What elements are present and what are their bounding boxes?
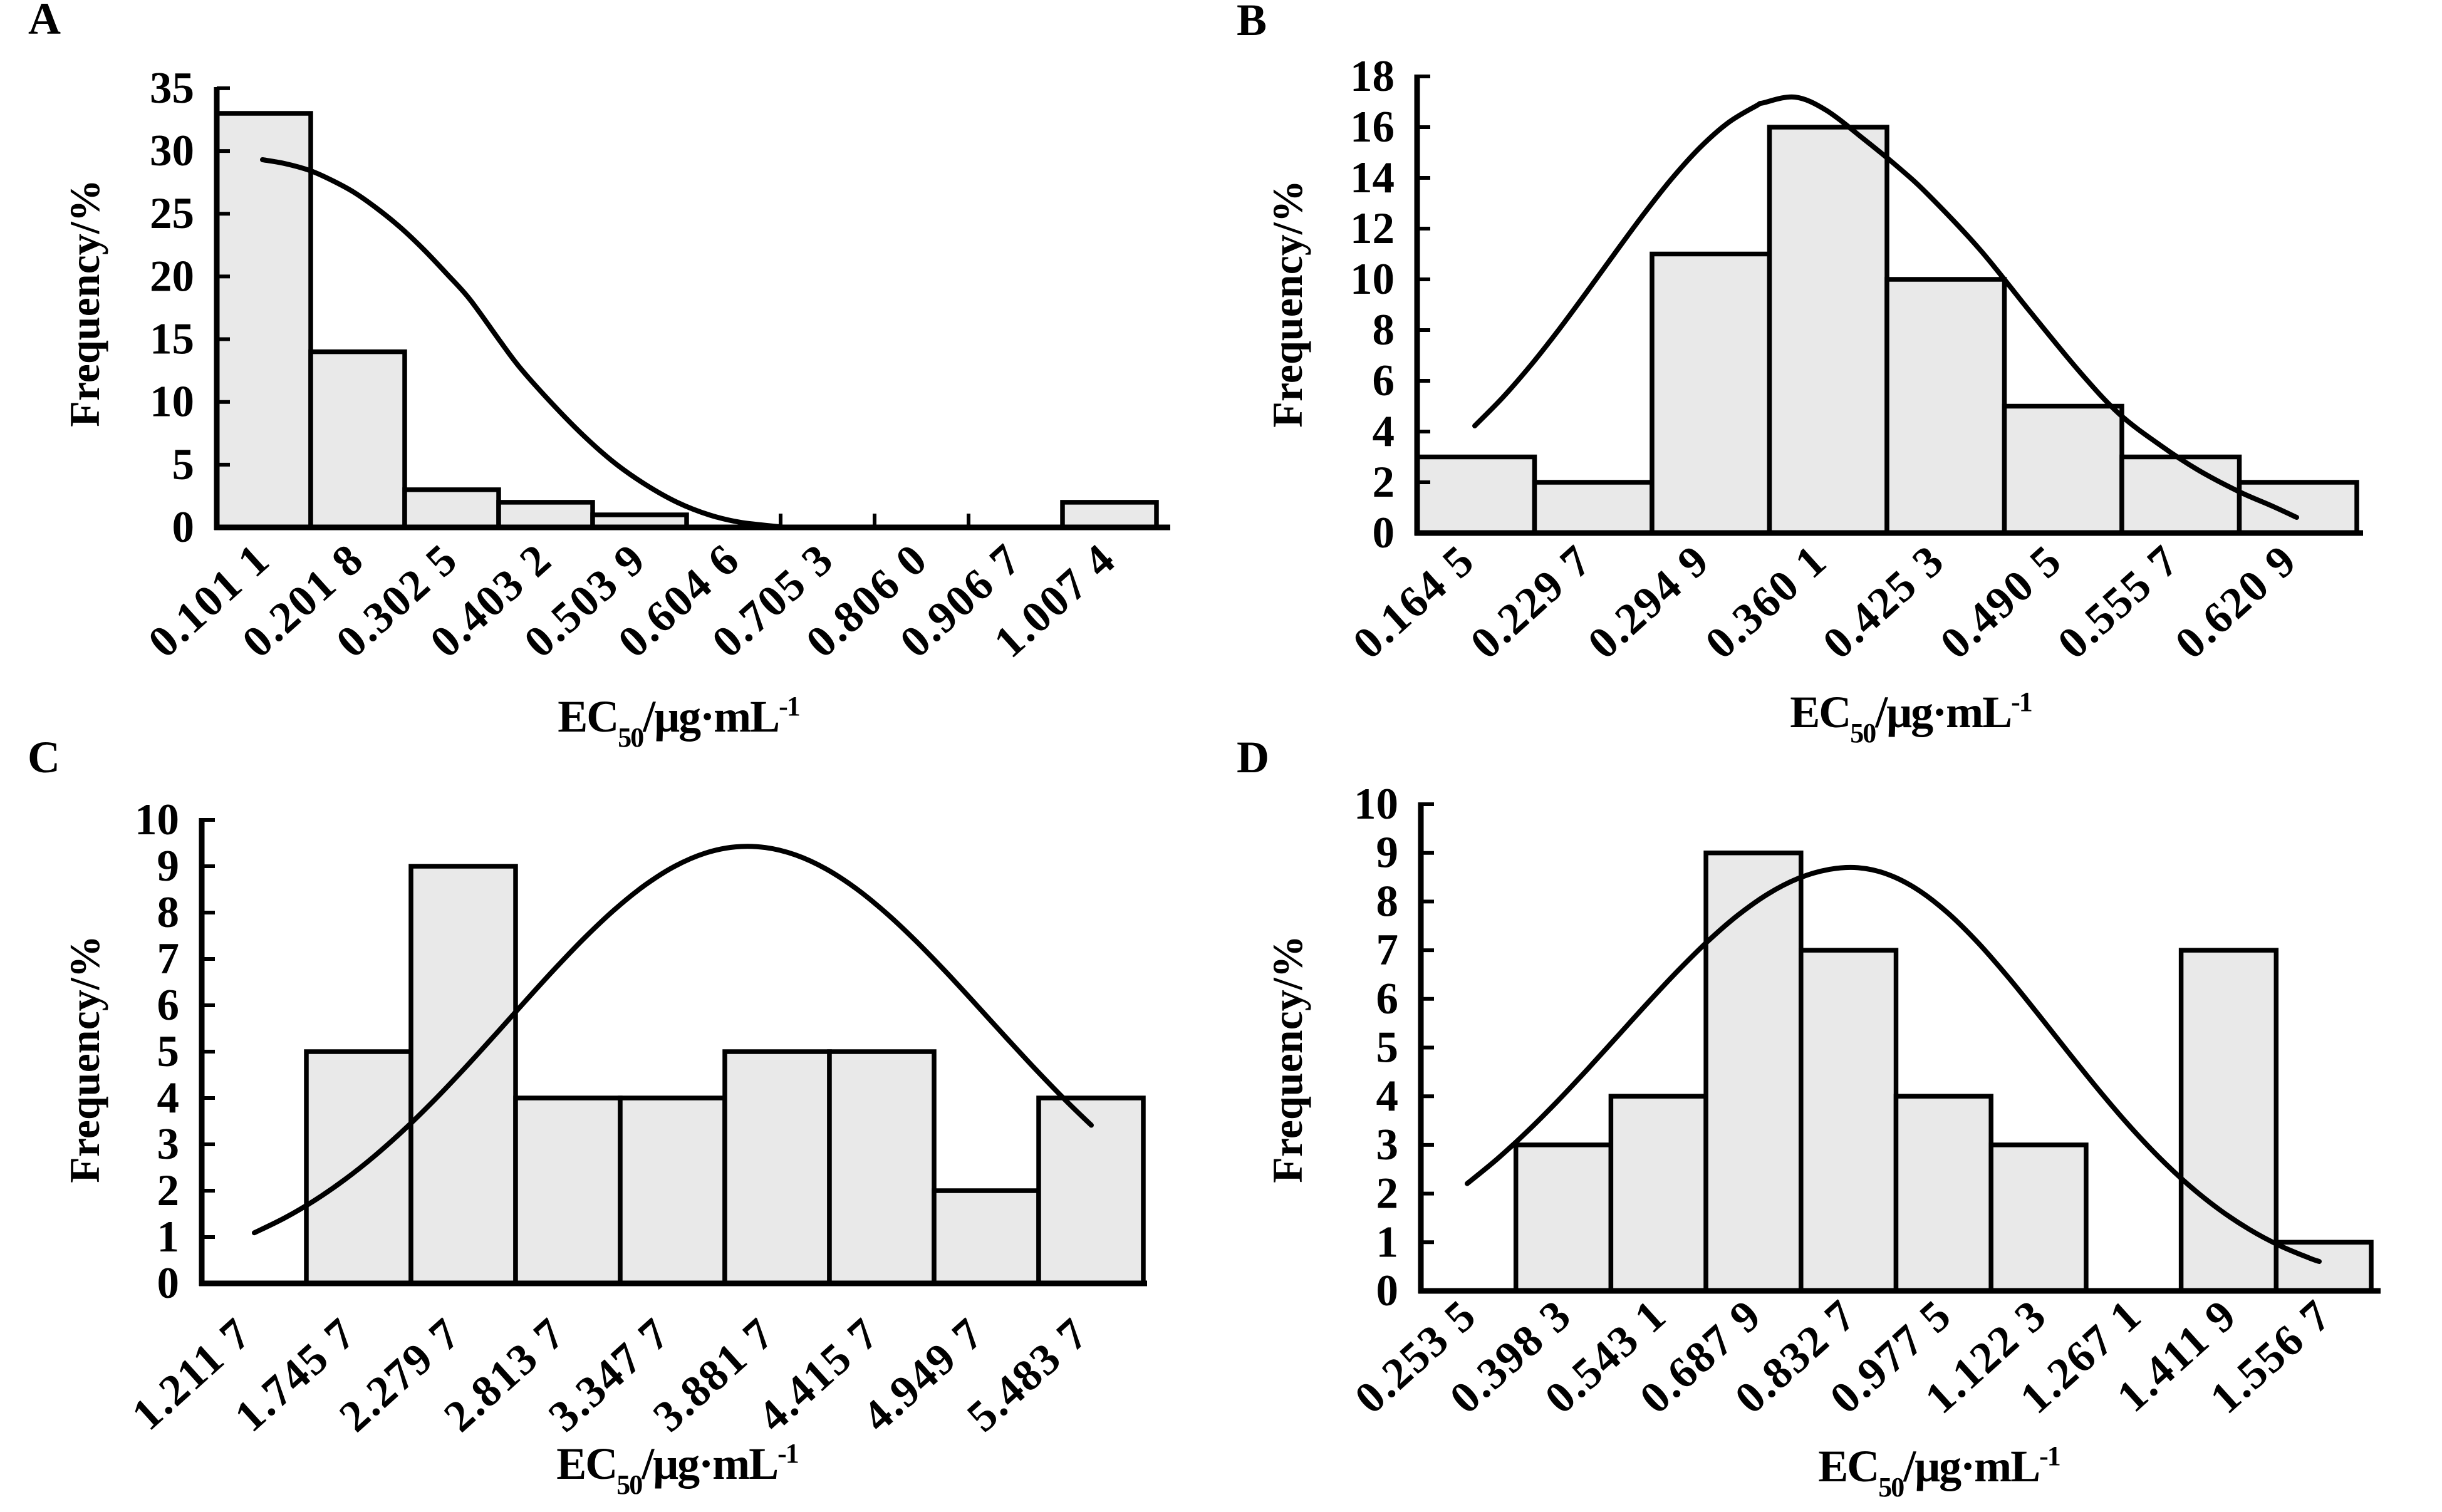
svg-text:9: 9: [1376, 829, 1399, 878]
svg-text:2: 2: [1376, 1169, 1399, 1218]
svg-text:2: 2: [1373, 458, 1395, 507]
svg-text:6: 6: [1373, 356, 1395, 405]
svg-text:7: 7: [157, 935, 180, 983]
svg-text:1: 1: [1376, 1218, 1399, 1266]
svg-text:1: 1: [157, 1213, 180, 1261]
svg-text:8: 8: [1376, 877, 1399, 926]
svg-text:35: 35: [150, 64, 194, 113]
svg-text:Frequency/%: Frequency/%: [1264, 180, 1311, 427]
svg-text:D: D: [1237, 732, 1269, 782]
svg-text:0: 0: [172, 503, 195, 552]
svg-text:25: 25: [150, 189, 194, 238]
svg-text:4: 4: [1373, 407, 1395, 456]
svg-text:4: 4: [1376, 1072, 1399, 1121]
svg-text:18: 18: [1350, 52, 1395, 101]
svg-text:6: 6: [157, 981, 180, 1030]
svg-text:5: 5: [1376, 1023, 1399, 1072]
svg-text:A: A: [28, 0, 61, 44]
svg-text:12: 12: [1350, 204, 1395, 253]
svg-text:10: 10: [135, 795, 179, 844]
svg-text:Frequency/%: Frequency/%: [61, 179, 108, 427]
svg-text:15: 15: [150, 315, 194, 364]
svg-text:Frequency/%: Frequency/%: [61, 935, 108, 1183]
svg-text:0: 0: [1376, 1266, 1399, 1315]
svg-text:5: 5: [172, 440, 195, 489]
svg-text:Frequency/%: Frequency/%: [1264, 935, 1311, 1183]
svg-text:B: B: [1237, 0, 1267, 45]
svg-text:6: 6: [1376, 975, 1399, 1023]
svg-text:14: 14: [1350, 153, 1395, 202]
svg-text:8: 8: [157, 888, 180, 937]
svg-text:9: 9: [157, 842, 180, 891]
svg-text:3: 3: [1376, 1121, 1399, 1169]
svg-text:7: 7: [1376, 926, 1399, 975]
svg-text:0: 0: [1373, 509, 1395, 557]
svg-text:2: 2: [157, 1166, 180, 1215]
svg-text:3: 3: [157, 1120, 180, 1169]
svg-text:5: 5: [157, 1027, 180, 1076]
svg-text:16: 16: [1350, 103, 1395, 152]
svg-text:20: 20: [150, 252, 194, 301]
svg-text:0: 0: [157, 1259, 180, 1308]
svg-text:30: 30: [150, 127, 194, 175]
svg-text:10: 10: [1354, 780, 1398, 829]
svg-text:10: 10: [1350, 255, 1395, 304]
svg-text:4: 4: [157, 1074, 180, 1122]
svg-text:C: C: [28, 732, 60, 782]
svg-text:8: 8: [1373, 306, 1395, 355]
svg-text:10: 10: [150, 378, 194, 427]
